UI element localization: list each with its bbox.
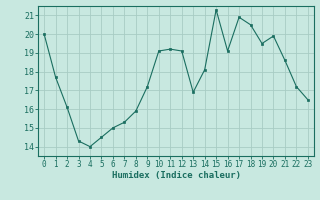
X-axis label: Humidex (Indice chaleur): Humidex (Indice chaleur) [111, 171, 241, 180]
